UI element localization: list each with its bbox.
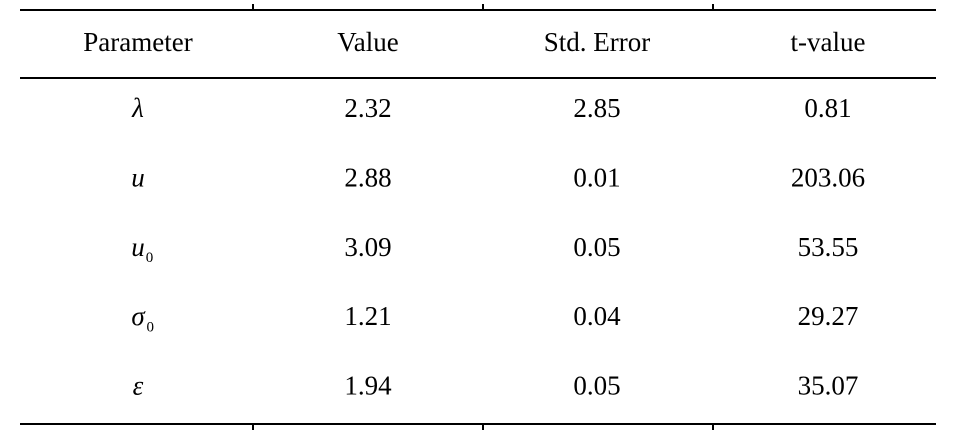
header-cell: Std. Error [544,27,650,57]
parameter-symbol: λ [131,93,144,123]
parameter-symbol: ε [133,370,144,400]
cell: 29.27 [798,301,859,331]
cell: 0.81 [804,93,851,123]
cell: 0.05 [573,232,620,262]
cell: 0.01 [573,163,620,193]
cell: 1.94 [344,370,392,400]
cell: 2.32 [344,93,391,123]
cell: 35.07 [798,370,859,400]
cell: 53.55 [798,232,859,262]
cell: 3.09 [344,232,391,262]
cell: 0.05 [573,370,620,400]
parameter-symbol: u [131,232,145,262]
parameter-subscript: 0 [147,319,155,335]
parameter-symbol: σ [131,301,146,331]
cell: 0.04 [573,301,621,331]
cell: 2.85 [573,93,620,123]
header-cell: Parameter [83,27,192,57]
header-cell: t-value [791,27,866,57]
cell: 1.21 [344,301,391,331]
parameter-subscript: 0 [146,250,154,266]
header-cell: Value [337,27,398,57]
cell: 203.06 [791,163,865,193]
parameter-symbol: u [131,163,145,193]
cell: 2.88 [344,163,391,193]
